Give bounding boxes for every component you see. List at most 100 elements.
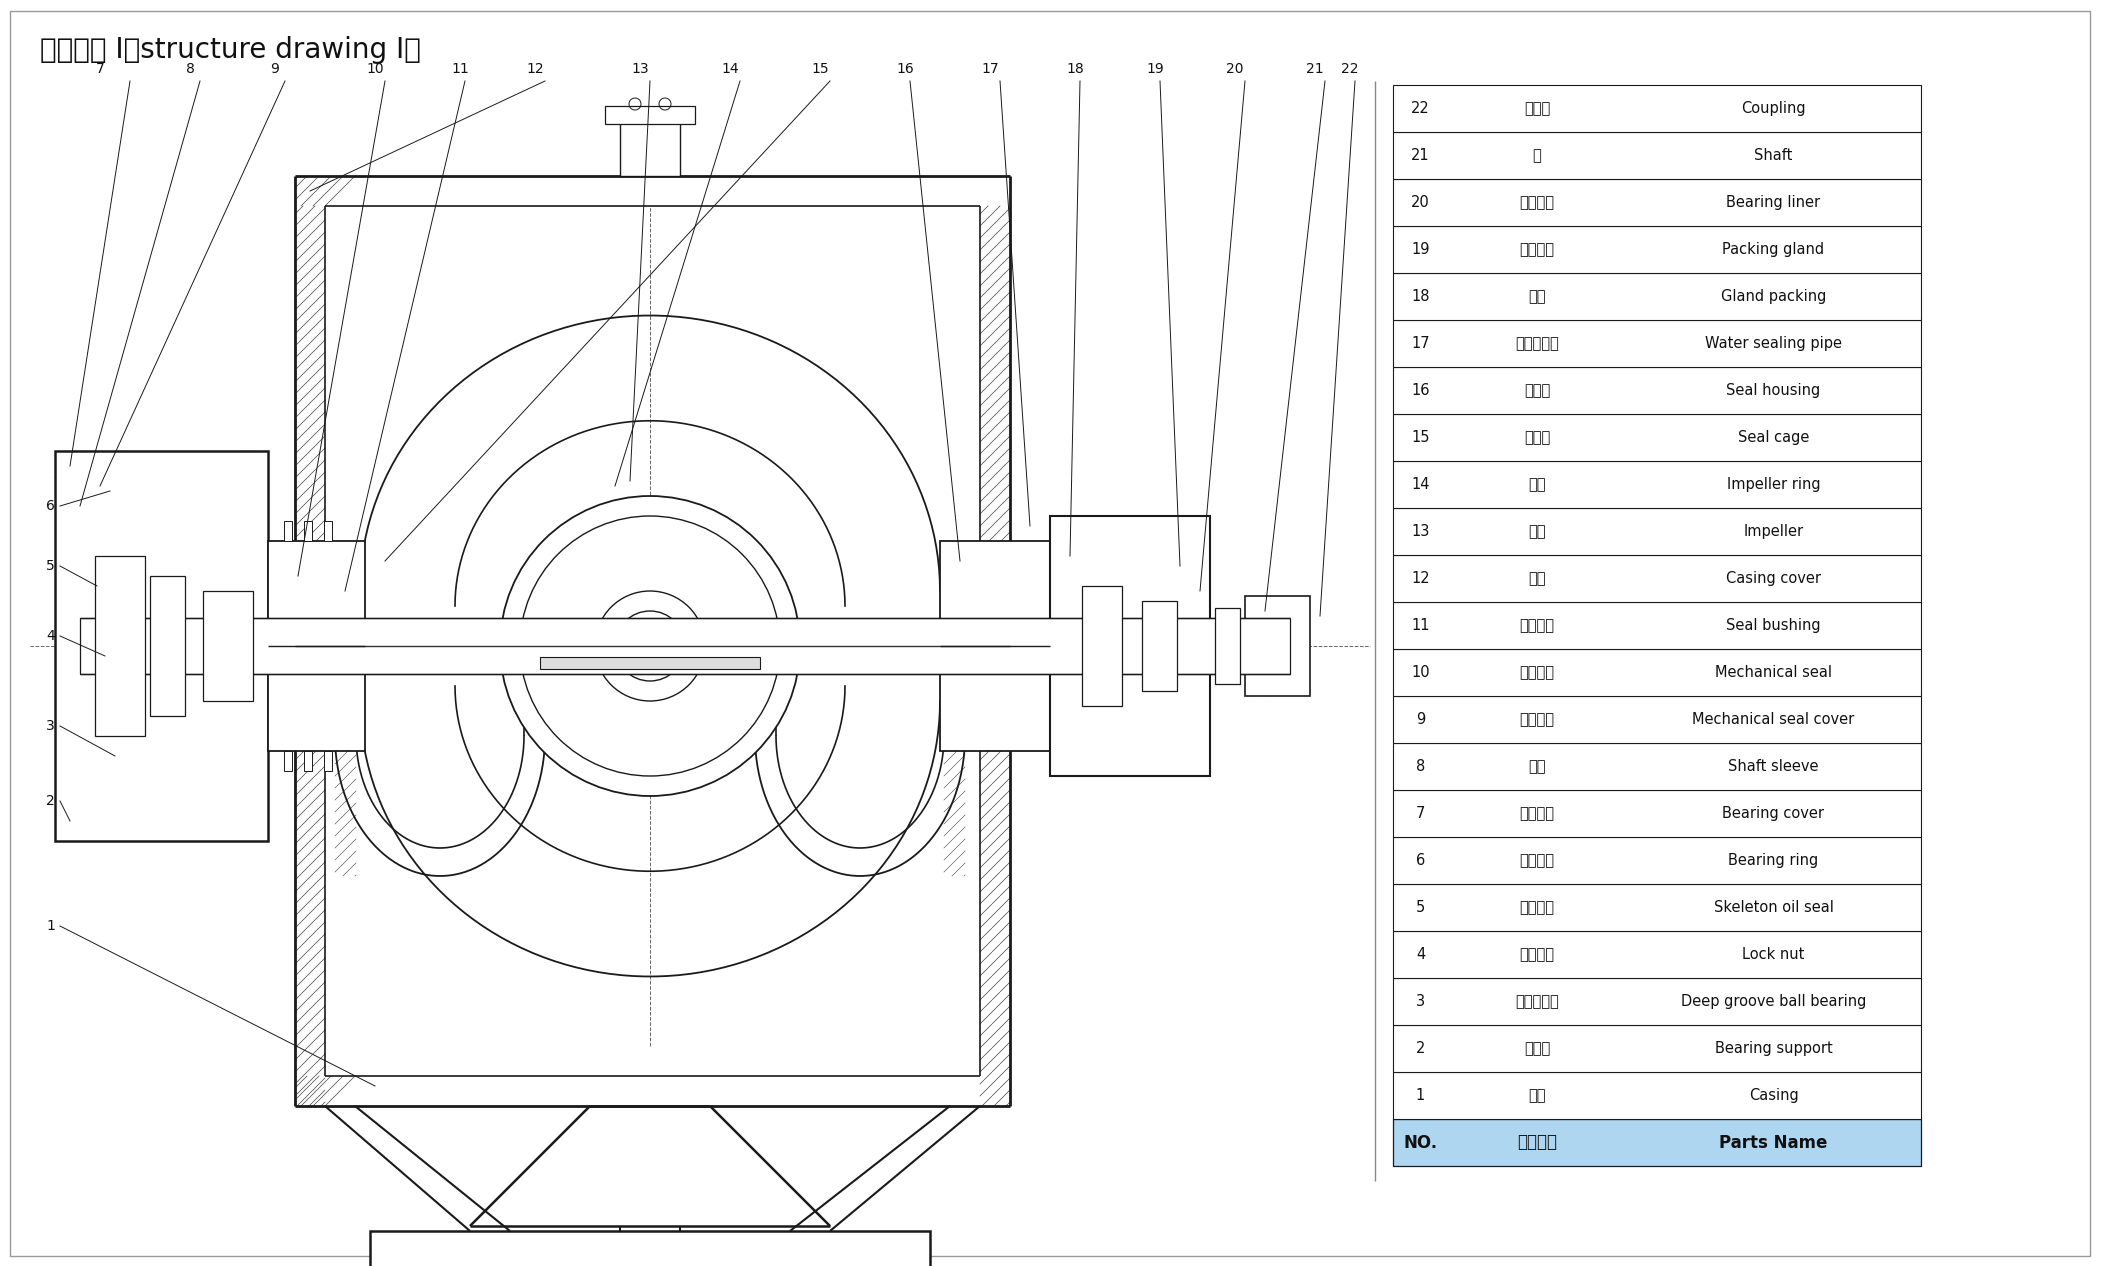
Text: Water sealing pipe: Water sealing pipe	[1706, 335, 1843, 351]
Text: Seal cage: Seal cage	[1738, 430, 1809, 446]
Text: 10: 10	[366, 62, 384, 76]
Text: 填料环: 填料环	[1523, 430, 1551, 446]
Bar	[1393, 603, 1920, 649]
Text: 15: 15	[1412, 430, 1431, 446]
Text: 2: 2	[46, 794, 55, 808]
Text: 9: 9	[271, 62, 279, 76]
Text: Casing: Casing	[1748, 1087, 1798, 1103]
Text: Lock nut: Lock nut	[1742, 947, 1805, 962]
Text: 6: 6	[1416, 853, 1424, 868]
Text: 密封体: 密封体	[1523, 384, 1551, 398]
Text: 20: 20	[1227, 62, 1244, 76]
Text: 21: 21	[1412, 148, 1431, 163]
Text: 6: 6	[46, 499, 55, 513]
Text: 泵体: 泵体	[1527, 1087, 1546, 1103]
Text: 结构形式 I（structure drawing I）: 结构形式 I（structure drawing I）	[40, 35, 420, 65]
Bar	[620, 116, 681, 176]
Text: 轴套: 轴套	[1527, 760, 1546, 774]
Text: Mechanical seal cover: Mechanical seal cover	[1693, 711, 1855, 727]
Text: 轴承衬圈: 轴承衬圈	[1519, 195, 1555, 210]
Text: 机封压盖: 机封压盖	[1519, 711, 1555, 727]
Bar	[95, 556, 145, 736]
Bar	[1393, 837, 1920, 884]
Text: 18: 18	[1065, 62, 1084, 76]
Text: 填料压盖: 填料压盖	[1519, 242, 1555, 257]
Text: 17: 17	[1412, 335, 1431, 351]
Bar	[1393, 743, 1920, 790]
Text: 4: 4	[1416, 947, 1424, 962]
Text: 轴承压环: 轴承压环	[1519, 853, 1555, 868]
Circle shape	[595, 591, 706, 701]
Bar	[1393, 367, 1920, 414]
Bar	[939, 541, 1050, 751]
Text: 22: 22	[1412, 101, 1431, 116]
Text: 11: 11	[452, 62, 469, 76]
Text: 19: 19	[1147, 62, 1164, 76]
Bar	[1393, 696, 1920, 743]
Bar	[605, 106, 695, 124]
Text: 19: 19	[1412, 242, 1431, 257]
Text: 泵盖: 泵盖	[1527, 571, 1546, 586]
Text: 5: 5	[1416, 900, 1424, 915]
Text: 11: 11	[1412, 618, 1431, 633]
Bar	[324, 751, 332, 771]
Text: 18: 18	[1412, 289, 1431, 304]
Circle shape	[616, 611, 685, 681]
Text: 5: 5	[46, 560, 55, 573]
Text: 联轴器: 联轴器	[1523, 101, 1551, 116]
Text: Bearing support: Bearing support	[1714, 1041, 1832, 1056]
Bar	[80, 618, 1290, 674]
Text: 21: 21	[1307, 62, 1324, 76]
Text: 14: 14	[1412, 477, 1431, 492]
Bar	[1393, 1119, 1920, 1166]
Bar	[269, 541, 366, 751]
Text: 骨架油封: 骨架油封	[1519, 900, 1555, 915]
Bar	[1393, 179, 1920, 227]
Bar	[284, 751, 292, 771]
Text: 15: 15	[811, 62, 828, 76]
Text: 17: 17	[981, 62, 998, 76]
Text: 16: 16	[897, 62, 914, 76]
Text: 3: 3	[1416, 994, 1424, 1009]
Text: Gland packing: Gland packing	[1721, 289, 1826, 304]
Bar	[1050, 517, 1210, 776]
Text: 20: 20	[1412, 195, 1431, 210]
Bar	[1214, 608, 1240, 684]
Text: 锁紧螺母: 锁紧螺母	[1519, 947, 1555, 962]
Text: 12: 12	[1412, 571, 1431, 586]
Bar	[55, 451, 269, 841]
Text: Coupling: Coupling	[1742, 101, 1807, 116]
Bar	[1393, 790, 1920, 837]
Text: Seal housing: Seal housing	[1727, 384, 1822, 398]
Text: 10: 10	[1412, 665, 1431, 680]
Text: 22: 22	[1340, 62, 1359, 76]
Text: Skeleton oil seal: Skeleton oil seal	[1714, 900, 1834, 915]
Text: Shaft: Shaft	[1754, 148, 1792, 163]
Text: Parts Name: Parts Name	[1719, 1133, 1828, 1152]
Text: 14: 14	[721, 62, 740, 76]
Bar	[324, 522, 332, 541]
Text: Casing cover: Casing cover	[1727, 571, 1822, 586]
Bar	[1393, 979, 1920, 1025]
Bar	[1393, 884, 1920, 931]
Text: 零件名称: 零件名称	[1517, 1133, 1557, 1152]
Text: 轴: 轴	[1532, 148, 1542, 163]
Text: 12: 12	[525, 62, 544, 76]
Text: 轴承体: 轴承体	[1523, 1041, 1551, 1056]
Text: 密封衬套: 密封衬套	[1519, 618, 1555, 633]
Bar	[1082, 586, 1122, 706]
Text: 机械密封: 机械密封	[1519, 665, 1555, 680]
Text: 1: 1	[1416, 1087, 1424, 1103]
Text: Impeller: Impeller	[1744, 524, 1803, 539]
Bar	[284, 522, 292, 541]
Text: Packing gland: Packing gland	[1723, 242, 1824, 257]
Bar	[1246, 596, 1311, 696]
Text: 7: 7	[97, 62, 105, 76]
Text: NO.: NO.	[1403, 1133, 1437, 1152]
Bar	[1393, 1072, 1920, 1119]
Bar	[1393, 931, 1920, 979]
Bar	[1393, 461, 1920, 508]
Text: 3: 3	[46, 719, 55, 733]
Text: Bearing cover: Bearing cover	[1723, 806, 1824, 820]
Text: 轴承压盖: 轴承压盖	[1519, 806, 1555, 820]
